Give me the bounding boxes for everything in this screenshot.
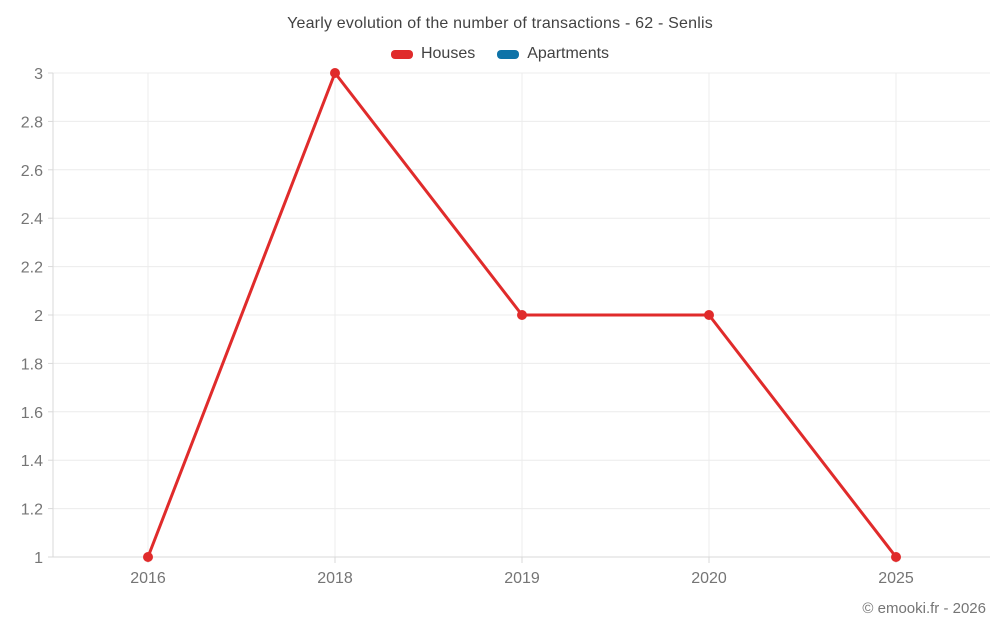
y-axis-tick-label: 1 xyxy=(34,550,43,567)
x-axis-tick-label: 2020 xyxy=(691,570,727,587)
legend-label-houses: Houses xyxy=(420,45,476,62)
y-axis-tick-label: 1.8 xyxy=(21,356,43,373)
y-axis-tick-label: 1.6 xyxy=(21,405,43,422)
x-axis-tick-label: 2018 xyxy=(317,570,353,587)
y-axis-tick-label: 1.2 xyxy=(21,502,43,519)
data-point-marker[interactable] xyxy=(704,310,714,320)
data-point-marker[interactable] xyxy=(330,68,340,78)
x-axis-tick-label: 2025 xyxy=(878,570,914,587)
chart-title: Yearly evolution of the number of transa… xyxy=(287,15,713,32)
y-axis-tick-label: 2.2 xyxy=(21,260,43,277)
legend-item-apartments[interactable]: Apartments xyxy=(497,45,609,63)
chart-legend: Houses Apartments xyxy=(0,45,1000,63)
legend-label-apartments: Apartments xyxy=(527,45,610,62)
copyright-watermark: © emooki.fr - 2026 xyxy=(862,600,986,617)
x-axis-tick-label: 2019 xyxy=(504,570,540,587)
legend-item-houses[interactable]: Houses xyxy=(390,45,476,63)
y-axis-tick-label: 2.8 xyxy=(21,114,43,131)
apartments-legend-swatch-icon xyxy=(497,49,520,59)
y-axis-tick-label: 2.6 xyxy=(21,163,43,180)
data-point-marker[interactable] xyxy=(891,552,901,562)
y-axis-tick-label: 2.4 xyxy=(21,211,43,228)
x-axis-tick-label: 2016 xyxy=(130,570,166,587)
y-axis-tick-label: 1.4 xyxy=(21,453,43,470)
houses-legend-swatch-icon xyxy=(390,49,413,59)
data-point-marker[interactable] xyxy=(517,310,527,320)
y-axis-tick-label: 3 xyxy=(34,66,43,83)
data-point-marker[interactable] xyxy=(143,552,153,562)
y-axis-tick-label: 2 xyxy=(34,308,43,325)
